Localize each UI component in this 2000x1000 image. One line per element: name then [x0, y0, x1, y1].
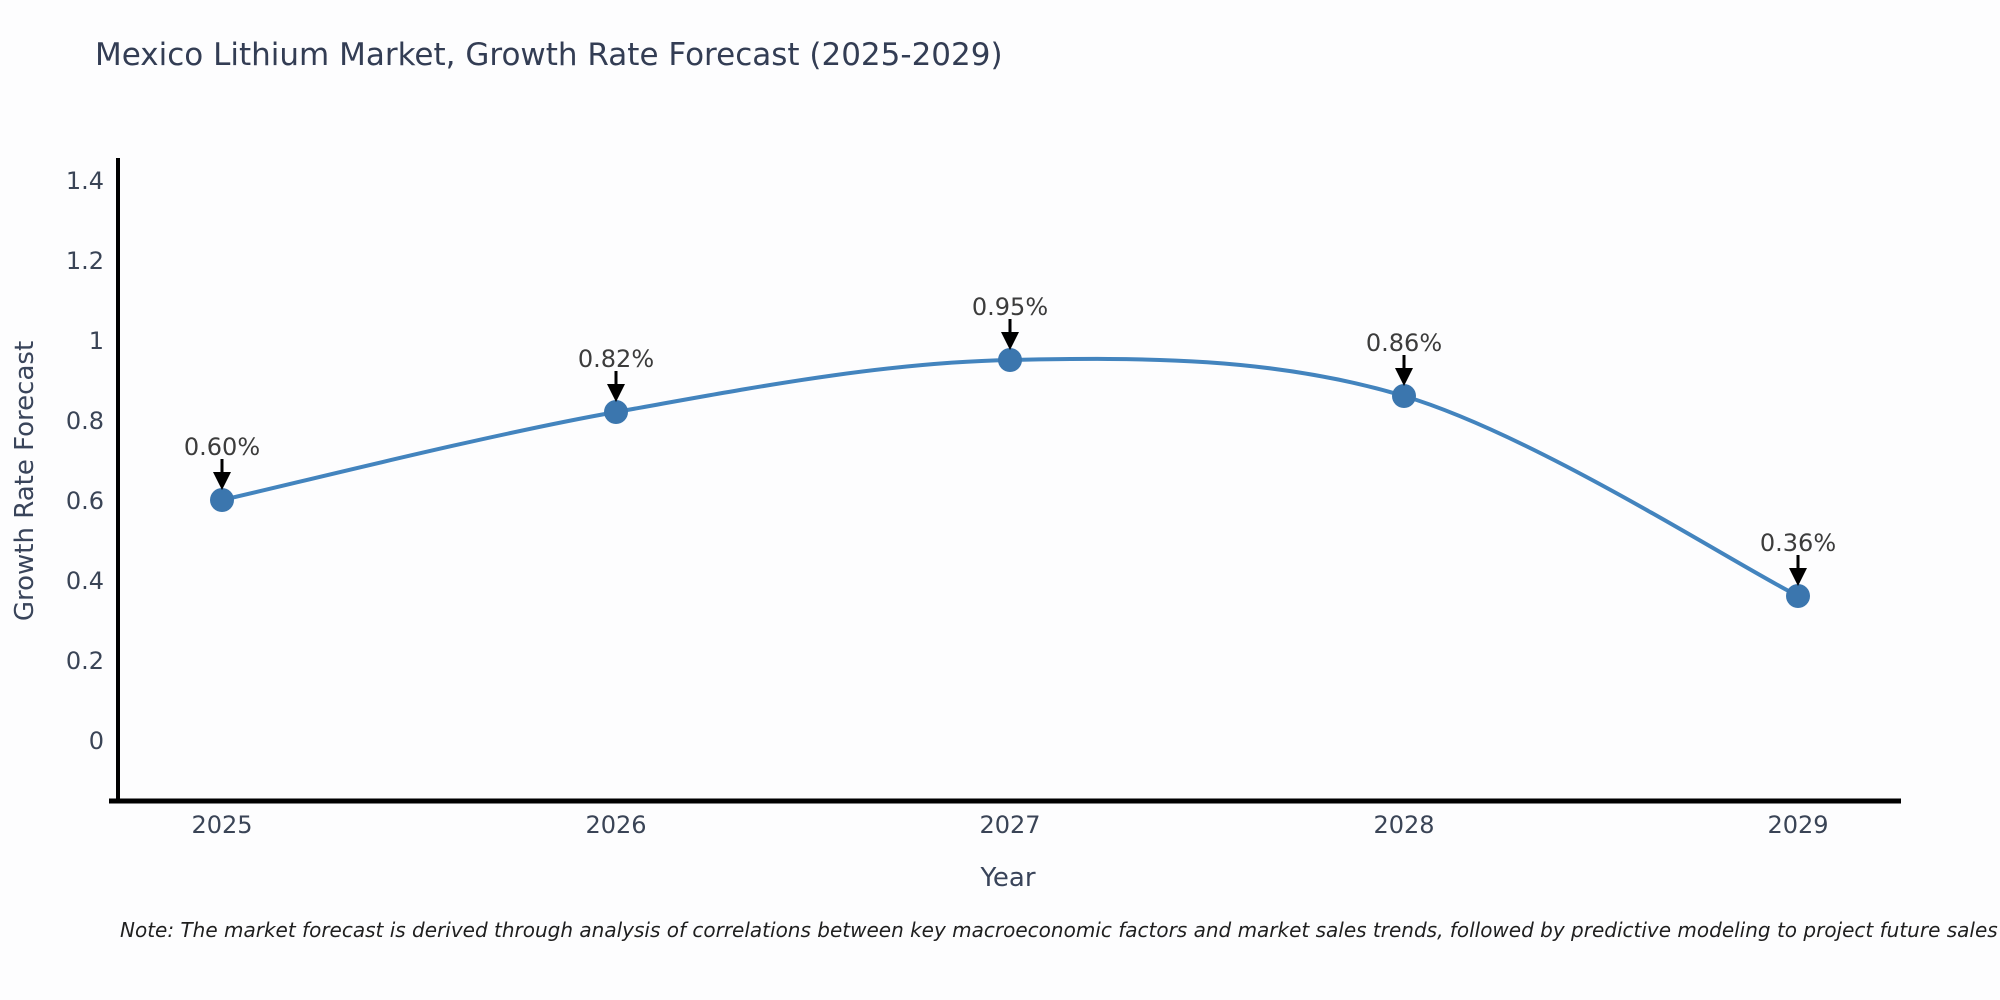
annotation-arrow-head: [1395, 368, 1413, 386]
point-annotation: 0.86%: [1366, 329, 1442, 357]
x-tick-label: 2027: [979, 811, 1040, 839]
data-point-marker: [1786, 584, 1810, 608]
annotation-arrow-head: [1001, 332, 1019, 350]
point-annotation: 0.82%: [578, 345, 654, 373]
annotation-arrow-head: [1789, 568, 1807, 586]
annotations-group: 0.60% 0.82% 0.95% 0.86% 0.36%: [184, 293, 1836, 586]
x-tick-label: 2029: [1767, 811, 1828, 839]
x-tick-label: 2026: [585, 811, 646, 839]
point-annotation: 0.36%: [1760, 529, 1836, 557]
data-point-marker: [604, 400, 628, 424]
y-tick-label: 0.6: [66, 487, 104, 515]
y-tick-label: 0.2: [66, 647, 104, 675]
x-tick-label: 2028: [1373, 811, 1434, 839]
data-point-marker: [1392, 384, 1416, 408]
x-tick-label: 2025: [191, 811, 252, 839]
point-annotation: 0.95%: [972, 293, 1048, 321]
y-tick-label: 1.4: [66, 167, 104, 195]
y-axis-title: Growth Rate Forecast: [10, 341, 40, 621]
point-annotation: 0.60%: [184, 433, 260, 461]
x-axis-title: Year: [979, 863, 1035, 893]
y-tick-label: 0.4: [66, 567, 104, 595]
annotation-arrow-head: [607, 384, 625, 402]
data-point-marker: [998, 348, 1022, 372]
y-tick-label: 0.8: [66, 407, 104, 435]
chart-title: Mexico Lithium Market, Growth Rate Forec…: [95, 37, 1003, 73]
data-point-marker: [210, 488, 234, 512]
y-tick-label: 0: [89, 727, 104, 755]
y-tick-label: 1: [89, 327, 104, 355]
annotation-arrow-head: [213, 472, 231, 490]
series-line: [221, 356, 1799, 598]
chart-note: Note: The market forecast is derived thr…: [120, 918, 1998, 942]
y-axis-ticks: 1.4 1.2 1 0.8 0.6 0.4 0.2 0: [66, 167, 104, 755]
y-tick-label: 1.2: [66, 247, 104, 275]
series-group: [210, 348, 1810, 608]
x-axis-ticks: 2025 2026 2027 2028 2029: [191, 811, 1828, 839]
